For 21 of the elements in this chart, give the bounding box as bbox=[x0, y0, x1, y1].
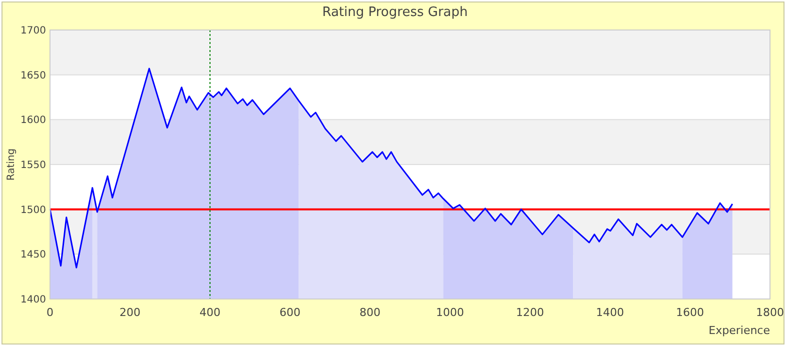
y-tick-label: 1600 bbox=[20, 115, 46, 126]
y-tick-label: 1500 bbox=[20, 204, 46, 216]
y-axis-title: Rating bbox=[6, 148, 17, 181]
x-tick-label: 1400 bbox=[596, 306, 624, 319]
y-tick-label: 1400 bbox=[20, 294, 46, 306]
y-tick-label: 1450 bbox=[20, 250, 46, 261]
y-tick-label: 1700 bbox=[20, 26, 46, 36]
line-series bbox=[49, 68, 734, 268]
x-tick-label: 800 bbox=[360, 306, 380, 319]
x-tick-label: 400 bbox=[200, 306, 220, 319]
x-tick-label: 1000 bbox=[436, 306, 464, 319]
x-tick-label: 1600 bbox=[676, 306, 704, 319]
x-axis-title: Experience bbox=[708, 324, 770, 337]
y-tick-label: 1650 bbox=[20, 70, 46, 82]
chart-title: Rating Progress Graph bbox=[322, 5, 468, 20]
x-tick-label: 200 bbox=[120, 306, 140, 319]
y-tick-label: 1550 bbox=[20, 160, 46, 171]
x-tick-label: 1800 bbox=[756, 306, 784, 319]
x-tick-label: 1200 bbox=[516, 306, 544, 319]
x-tick-label: 600 bbox=[280, 306, 300, 319]
x-tick-label: 0 bbox=[46, 306, 54, 319]
